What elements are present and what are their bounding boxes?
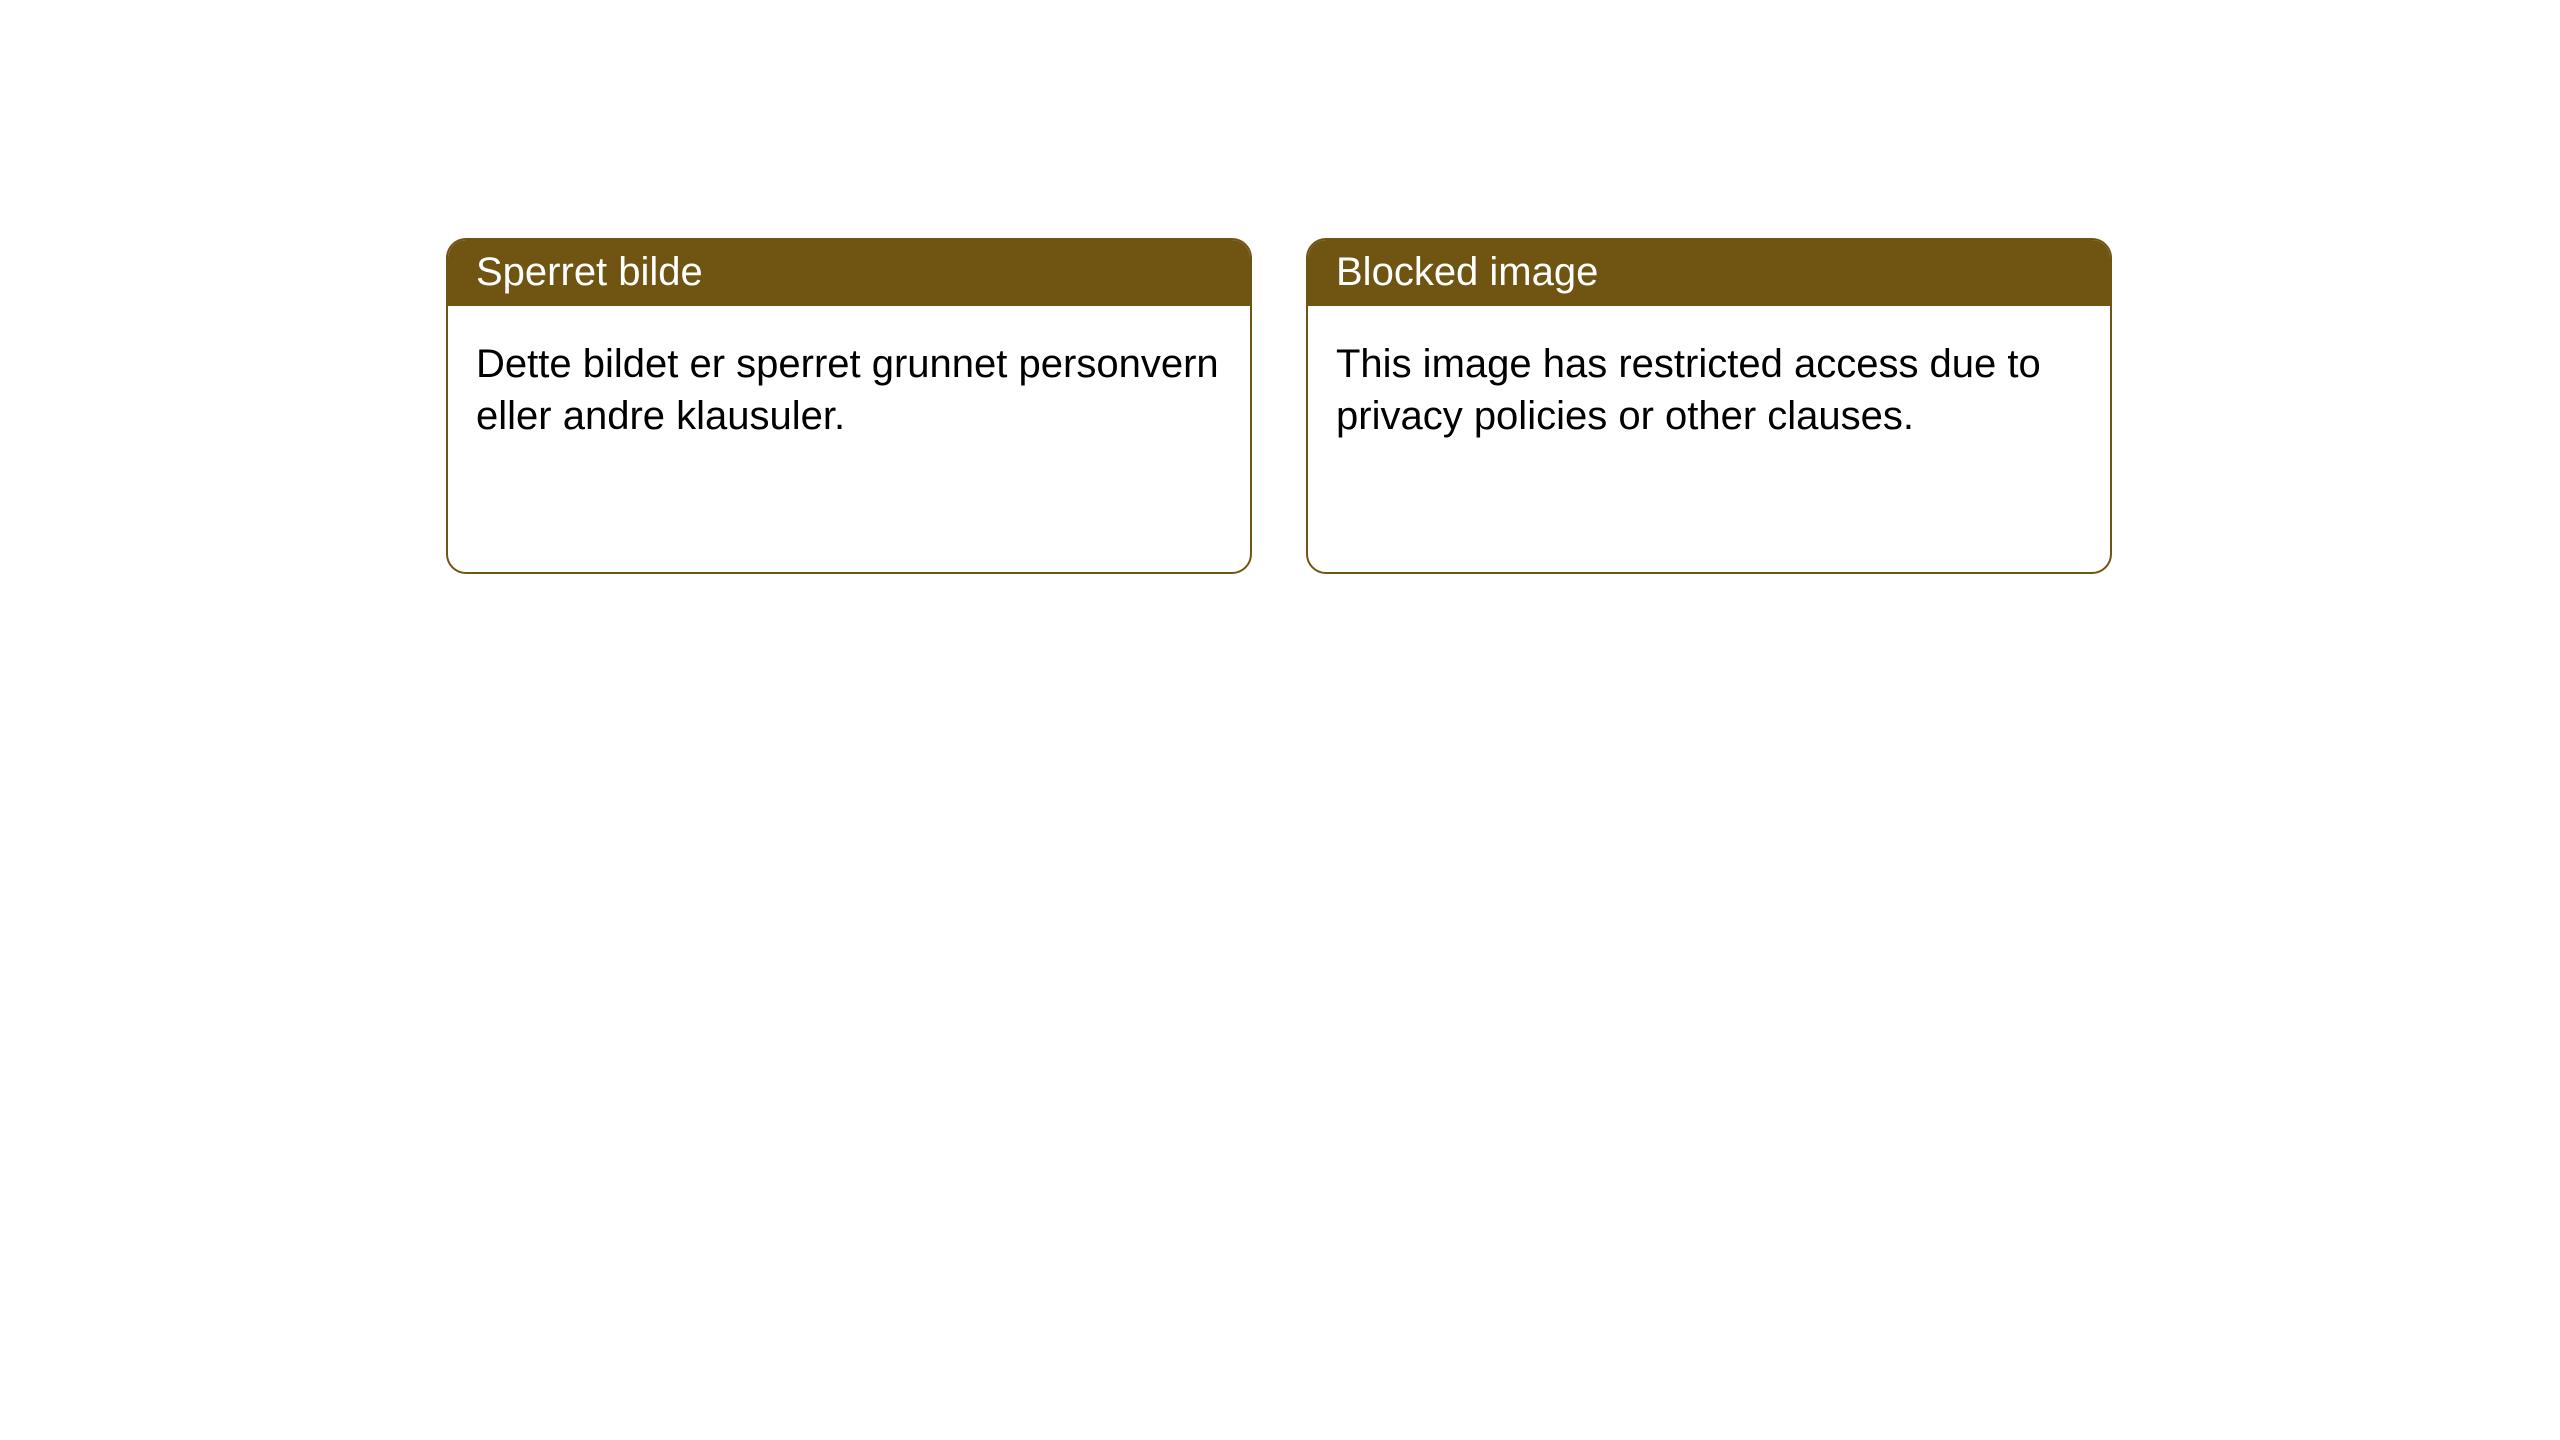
notice-card-norwegian: Sperret bilde Dette bildet er sperret gr…: [446, 238, 1252, 574]
card-header: Sperret bilde: [448, 240, 1250, 306]
card-title: Sperret bilde: [476, 250, 703, 294]
card-header: Blocked image: [1308, 240, 2110, 306]
card-title: Blocked image: [1336, 250, 1598, 294]
card-container: Sperret bilde Dette bildet er sperret gr…: [0, 0, 2560, 574]
card-body: Dette bildet er sperret grunnet personve…: [448, 306, 1250, 474]
card-body-text: Dette bildet er sperret grunnet personve…: [476, 342, 1219, 438]
notice-card-english: Blocked image This image has restricted …: [1306, 238, 2112, 574]
card-body: This image has restricted access due to …: [1308, 306, 2110, 474]
card-body-text: This image has restricted access due to …: [1336, 342, 2041, 438]
